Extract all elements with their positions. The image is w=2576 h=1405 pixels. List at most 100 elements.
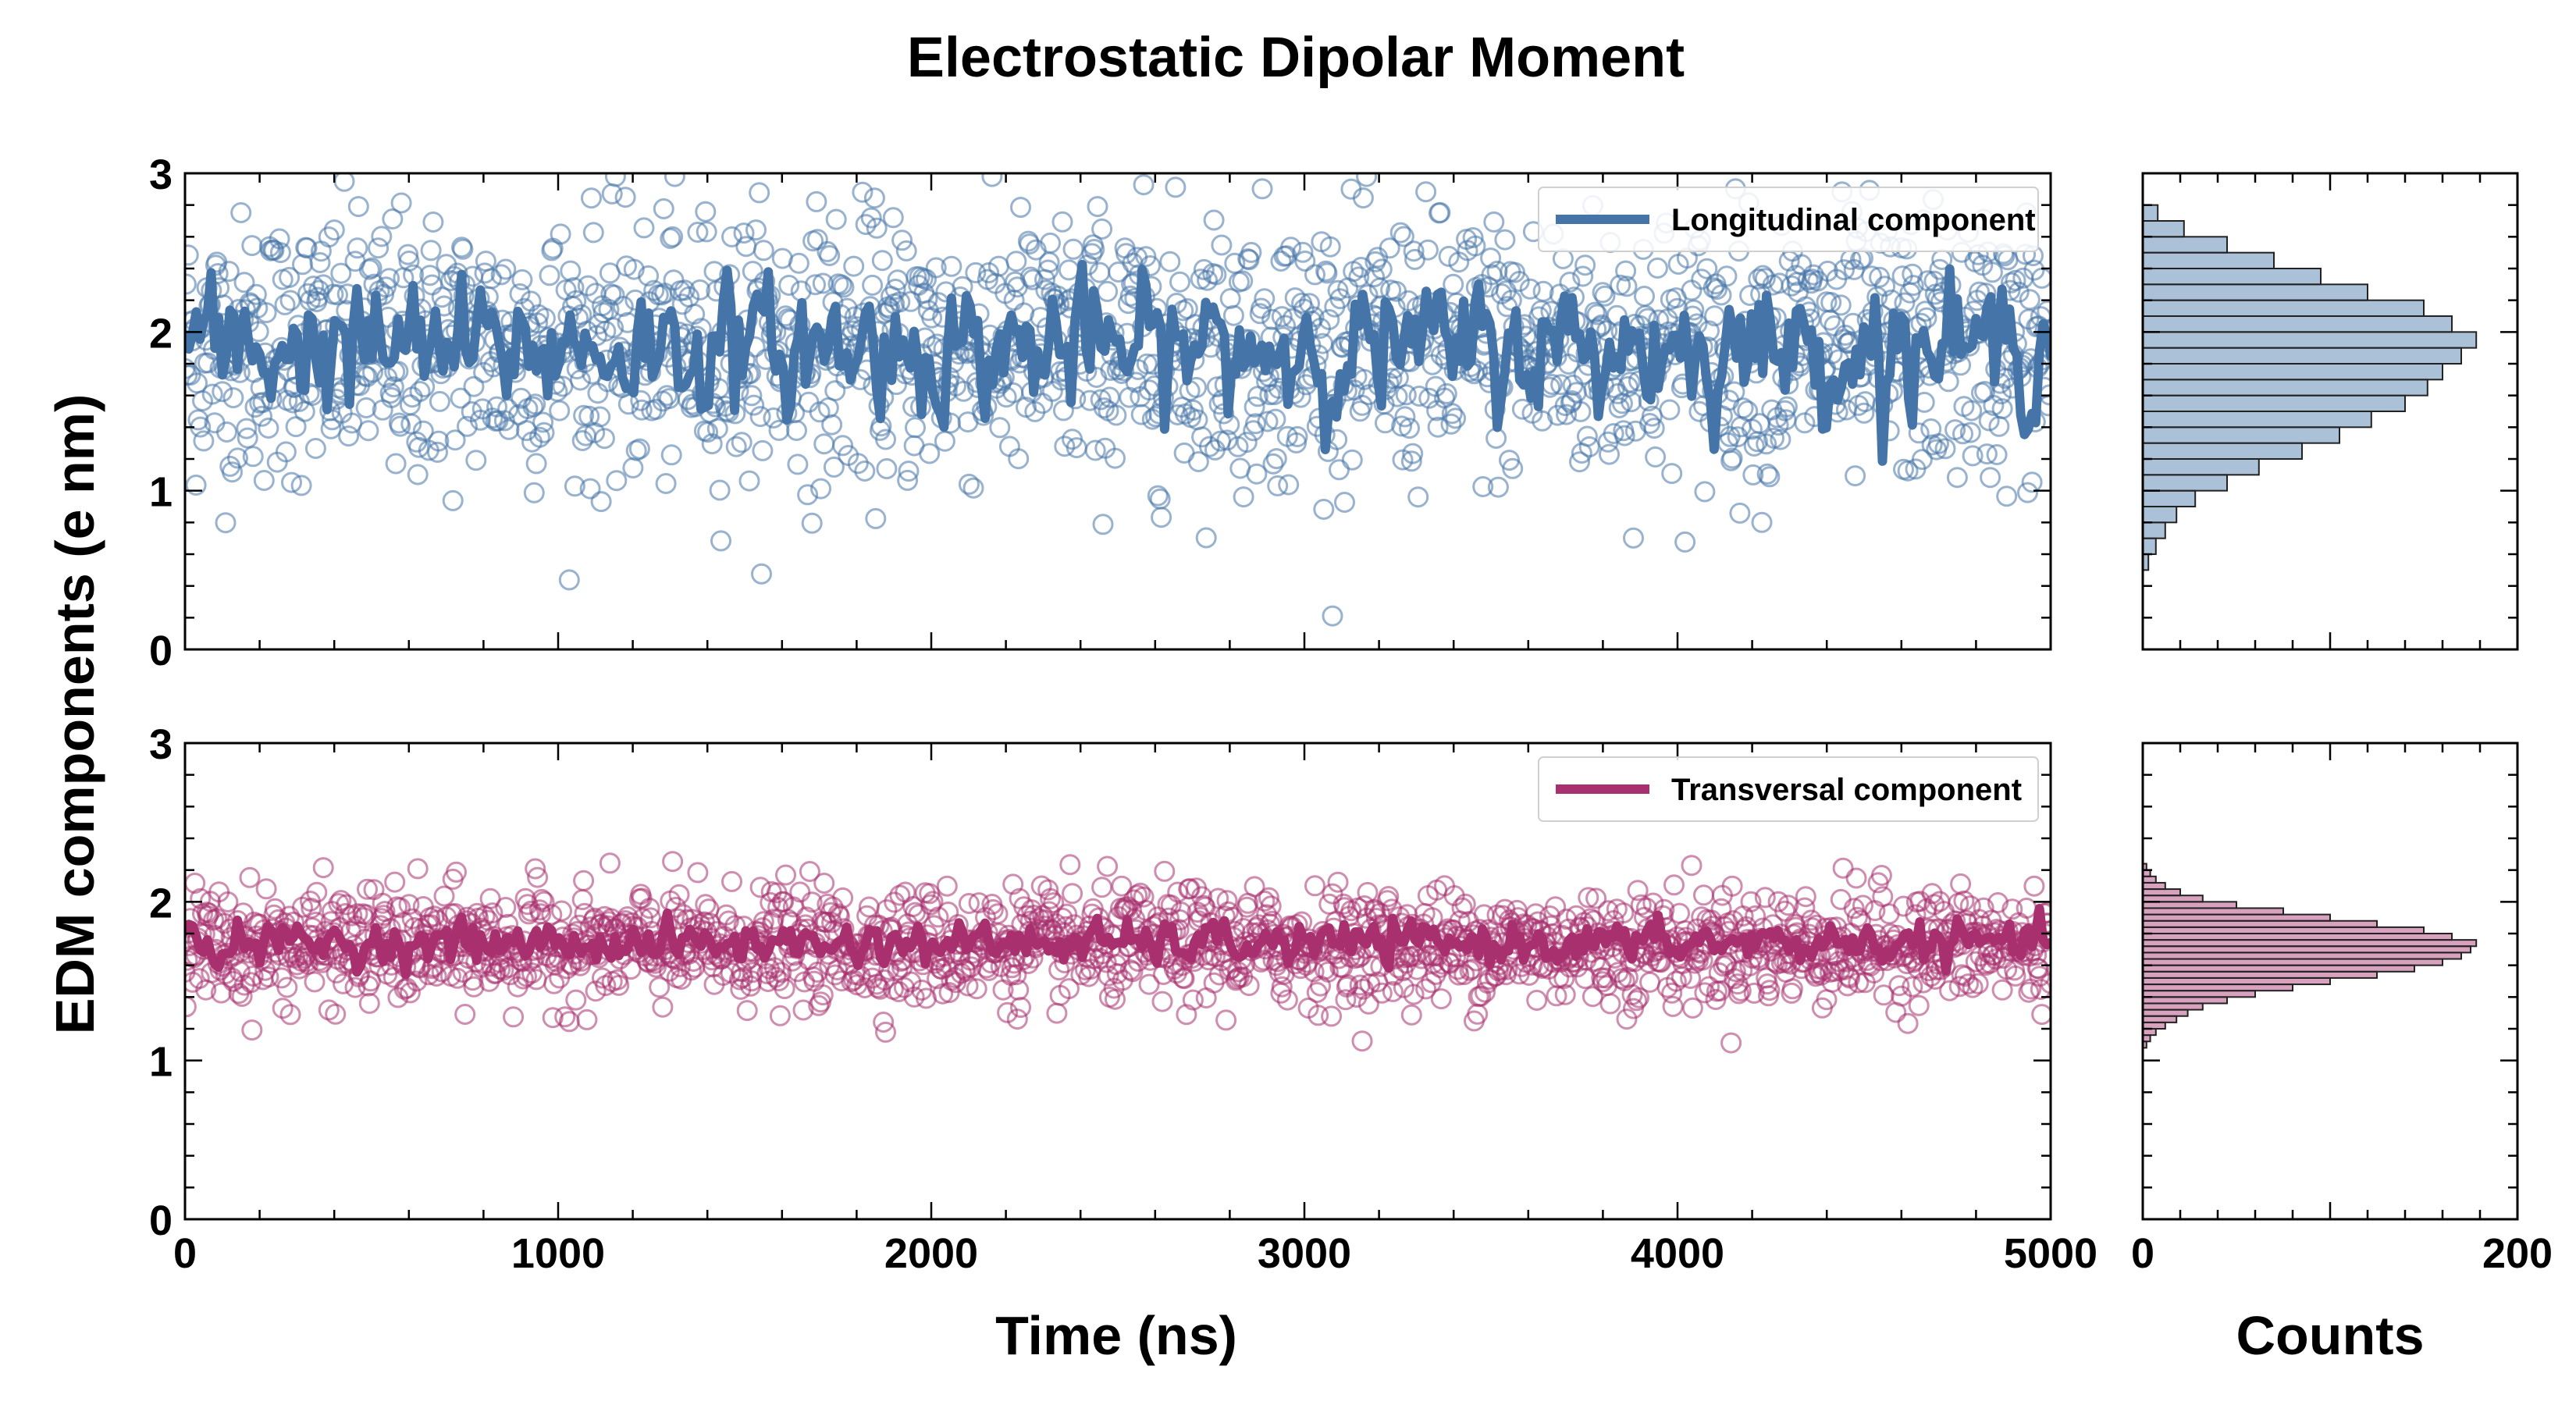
scatter-point bbox=[823, 456, 845, 478]
scatter-point bbox=[1774, 400, 1796, 422]
scatter-point bbox=[1556, 404, 1578, 425]
histogram-bar bbox=[2142, 907, 2284, 916]
scatter-point bbox=[447, 967, 468, 989]
scatter-point bbox=[361, 257, 382, 279]
scatter-point bbox=[1681, 997, 1703, 1019]
scatter-point bbox=[1720, 1032, 1742, 1054]
scatter-point bbox=[1254, 890, 1276, 912]
scatter-point bbox=[1402, 443, 1424, 464]
scatter-point bbox=[1639, 971, 1661, 993]
scatter-point bbox=[1240, 241, 1262, 263]
scatter-point bbox=[1614, 425, 1635, 446]
scatter-point bbox=[1019, 266, 1041, 288]
scatter-point bbox=[1356, 173, 1378, 187]
scatter-point bbox=[1570, 400, 1592, 422]
histogram-bar bbox=[2142, 283, 2368, 301]
scatter-point bbox=[420, 240, 442, 261]
scatter-point bbox=[528, 426, 550, 448]
scatter-point bbox=[795, 906, 817, 928]
scatter-point bbox=[649, 976, 671, 998]
scatter-point bbox=[687, 862, 709, 884]
scatter-point bbox=[1265, 408, 1286, 430]
scatter-point bbox=[936, 875, 958, 897]
scatter-point bbox=[579, 478, 601, 500]
y-tick-label: 2 bbox=[149, 880, 173, 927]
scatter-point bbox=[662, 851, 684, 873]
scatter-point bbox=[327, 284, 348, 306]
scatter-point bbox=[1694, 982, 1716, 1004]
scatter-point bbox=[1462, 227, 1484, 248]
scatter-point bbox=[1508, 271, 1530, 292]
scatter-point bbox=[573, 870, 595, 891]
scatter-point bbox=[617, 393, 639, 415]
scatter-point bbox=[1967, 973, 1989, 994]
scatter-point bbox=[239, 866, 261, 888]
scatter-point bbox=[427, 909, 448, 931]
scatter-point bbox=[1022, 947, 1044, 969]
histogram-bar bbox=[2142, 913, 2331, 922]
scatter-point bbox=[1615, 260, 1637, 282]
scatter-point bbox=[749, 406, 771, 428]
scatter-point bbox=[1270, 251, 1292, 272]
scatter-point bbox=[1770, 429, 1791, 450]
scatter-point bbox=[590, 491, 612, 513]
scatter-point bbox=[941, 255, 962, 277]
scatter-point bbox=[495, 258, 517, 280]
scatter-point bbox=[1151, 507, 1172, 528]
scatter-point bbox=[306, 881, 328, 903]
scatter-point bbox=[279, 290, 301, 311]
scatter-point bbox=[1502, 457, 1524, 479]
scatter-point bbox=[1098, 965, 1119, 987]
x-tick-label: 5000 bbox=[2004, 1230, 2097, 1277]
scatter-point bbox=[309, 252, 331, 273]
scatter-point bbox=[1754, 887, 1776, 909]
scatter-point bbox=[1613, 902, 1635, 924]
scatter-point bbox=[558, 1011, 580, 1033]
scatter-point bbox=[1759, 466, 1781, 488]
scatter-point bbox=[867, 976, 889, 998]
scatter-point bbox=[832, 887, 854, 909]
scatter-point bbox=[1921, 883, 1943, 905]
scatter-point bbox=[1010, 997, 1031, 1019]
scatter-point bbox=[1097, 855, 1119, 877]
scatter-point bbox=[1599, 993, 1621, 1015]
scatter-point bbox=[831, 274, 852, 296]
scatter-point bbox=[1574, 254, 1596, 276]
scatter-point bbox=[589, 406, 611, 428]
scatter-point bbox=[1681, 855, 1703, 877]
scatter-point bbox=[409, 381, 431, 402]
scatter-point bbox=[1019, 233, 1041, 255]
scatter-point bbox=[541, 904, 563, 926]
scatter-point bbox=[1692, 949, 1713, 971]
scatter-point bbox=[330, 262, 352, 284]
scatter-point bbox=[381, 387, 402, 408]
scatter-point bbox=[1429, 201, 1451, 223]
scatter-point bbox=[1802, 264, 1824, 286]
histogram-bar bbox=[2142, 506, 2178, 524]
scatter-point bbox=[1251, 178, 1273, 200]
scatter-point bbox=[1382, 980, 1404, 1002]
scatter-point bbox=[275, 441, 297, 463]
scatter-point bbox=[563, 277, 585, 298]
scatter-point bbox=[1991, 383, 2012, 405]
scatter-point bbox=[387, 361, 409, 382]
panel-1: 0 1 2 3 Longitudinal component bbox=[149, 151, 2519, 674]
histogram-bar bbox=[2142, 299, 2425, 317]
scatter-point bbox=[1037, 259, 1059, 281]
scatter-point bbox=[689, 279, 711, 301]
scatter-point bbox=[1105, 447, 1126, 469]
scatter-point bbox=[919, 443, 941, 464]
scatter-point bbox=[1246, 463, 1268, 485]
scatter-point bbox=[425, 966, 447, 987]
scatter-point bbox=[390, 415, 411, 437]
scatter-point bbox=[1728, 983, 1749, 1005]
scatter-point bbox=[1252, 949, 1274, 971]
scatter-point bbox=[525, 858, 546, 880]
scatter-point bbox=[216, 422, 237, 443]
scatter-point bbox=[454, 1004, 476, 1025]
scatter-point bbox=[1441, 403, 1463, 425]
scatter-point bbox=[1216, 429, 1238, 451]
scatter-point bbox=[1645, 446, 1667, 468]
scatter-point bbox=[2031, 1004, 2051, 1026]
legend-label: Transversal component bbox=[1671, 773, 2022, 807]
